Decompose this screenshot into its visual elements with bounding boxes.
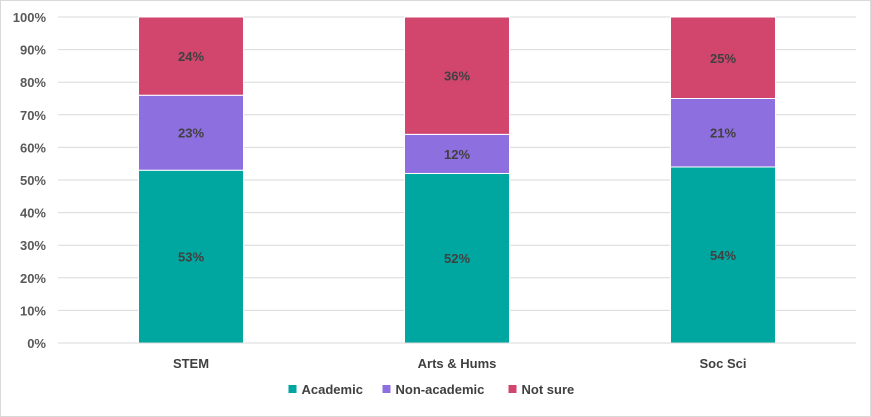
y-tick-label: 10% [20,303,46,318]
bar-segment [670,16,776,99]
data-label: 36% [444,69,470,84]
y-tick-label: 30% [20,238,46,253]
legend: Academic Non-academic Not sure [288,382,575,397]
data-label: 24% [178,49,204,64]
data-label: 21% [710,126,736,141]
x-tick-label: STEM [173,356,209,371]
legend-swatch [508,385,517,393]
bar-segment [404,133,510,174]
y-tick-label: 40% [20,206,46,221]
y-tick-label: 60% [20,140,46,155]
y-tick-label: 100% [13,10,47,25]
bar-segment [404,16,510,135]
y-tick-label: 50% [20,173,46,188]
bar-segment [670,166,776,344]
y-tick-label: 0% [27,336,46,351]
bars: 53% 23% 24% 52% 12% 36% 54% 21% 25% [138,16,776,344]
legend-label: Academic [302,382,363,397]
data-label: 52% [444,251,470,266]
y-tick-label: 80% [20,75,46,90]
data-label: 53% [178,250,204,265]
legend-swatch [288,385,297,393]
data-label: 23% [178,126,204,141]
bar-segment [138,94,244,171]
y-tick-label: 20% [20,271,46,286]
y-tick-label: 70% [20,108,46,123]
legend-label: Non-academic [396,382,485,397]
data-label: 12% [444,147,470,162]
bar-segment [138,169,244,344]
y-axis: 0% 10% 20% 30% 40% 50% 60% 70% 80% 90% 100% [13,10,47,351]
x-tick-label: Arts & Hums [418,356,497,371]
x-axis: STEM Arts & Hums Soc Sci [58,342,856,371]
legend-label: Not sure [522,382,575,397]
data-label: 54% [710,248,736,263]
x-tick-label: Soc Sci [700,356,747,371]
bar-segment [670,98,776,168]
y-tick-label: 90% [20,43,46,58]
bar-segment [138,16,244,96]
data-label: 25% [710,51,736,66]
bar-segment [404,172,510,344]
legend-swatch [382,385,391,393]
